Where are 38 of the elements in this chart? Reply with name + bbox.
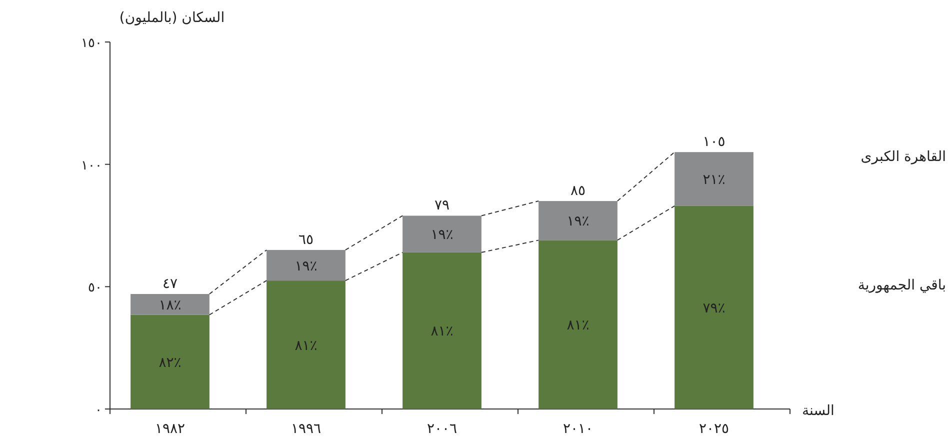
text: القاهرة الكبرى	[860, 149, 946, 166]
total-label: ١٠٥	[702, 134, 726, 150]
x-tick-label: ١٩٨٢	[154, 421, 186, 437]
bar	[266, 250, 346, 281]
bar	[130, 314, 210, 409]
y-tick-label: ٥٠	[88, 280, 102, 296]
total-label: ٧٩	[434, 198, 450, 214]
y-tick-label: ١٥٠	[81, 36, 102, 51]
bar	[674, 152, 754, 206]
annotation: ٢١٪	[702, 172, 726, 188]
x-tick-label: ١٩٩٦	[290, 421, 322, 437]
bar	[402, 216, 482, 252]
annotation: ١٩٪	[566, 214, 590, 230]
x-tick-label: ٢٠٠٦	[426, 421, 458, 437]
annotation: ١٩٪	[294, 258, 318, 274]
y-tick-label: ٠	[95, 403, 102, 418]
annotation: ٧٩٪	[702, 300, 726, 316]
x-tick-label: ٢٠١٠	[562, 421, 594, 437]
bar	[538, 240, 618, 409]
x-axis-title: السنة	[802, 403, 834, 419]
bar	[402, 252, 482, 409]
x-tick-label: ٢٠٢٥	[698, 421, 730, 437]
bar	[538, 201, 618, 240]
bar	[130, 294, 210, 315]
annotation: ٨١٪	[430, 324, 454, 340]
text: باقي الجمهورية	[858, 277, 946, 294]
y-tick-label: ١٠٠	[81, 158, 102, 174]
bar	[674, 206, 754, 409]
total-label: ٦٥	[298, 232, 314, 248]
annotation: ٨١٪	[566, 318, 590, 334]
bar	[266, 280, 346, 409]
total-label: ٤٧	[162, 276, 178, 292]
annotation: ١٨٪	[158, 297, 182, 314]
annotation: ٨٢٪	[158, 354, 182, 371]
annotation: ١٩٪	[430, 227, 454, 244]
annotation: ٨١٪	[294, 338, 318, 354]
y-axis-title: السكان (بالمليون)	[119, 10, 225, 26]
total-label: ٨٥	[570, 183, 586, 200]
